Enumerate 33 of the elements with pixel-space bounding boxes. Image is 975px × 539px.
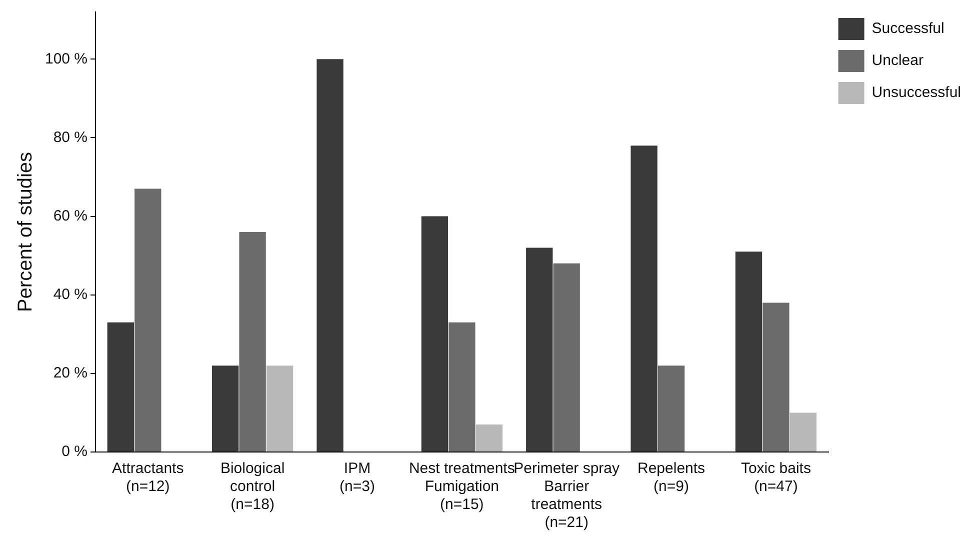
x-tick-label: Nest treatments Fumigation (n=15)	[408, 460, 515, 514]
bar	[735, 252, 762, 452]
bar	[421, 216, 448, 452]
bar	[526, 248, 553, 452]
legend-label: Successful	[872, 20, 944, 38]
bar	[658, 366, 685, 452]
y-tick-label: 40 %	[53, 286, 88, 303]
y-tick-label: 20 %	[53, 364, 88, 382]
y-tick-label: 100 %	[44, 50, 88, 68]
y-axis-title: Percent of studies	[14, 152, 37, 312]
y-tick-label: 60 %	[53, 207, 88, 224]
bar	[762, 302, 790, 452]
legend-label: Unclear	[872, 52, 924, 70]
bar	[134, 188, 162, 452]
bar	[239, 232, 266, 452]
bar	[212, 366, 239, 452]
y-tick-label: 80 %	[53, 128, 88, 146]
bar	[476, 424, 502, 452]
bar	[790, 412, 817, 452]
y-tick-label: 0 %	[62, 443, 88, 460]
x-tick-label: Repelents (n=9)	[638, 460, 706, 496]
bar	[266, 366, 294, 452]
bar	[316, 59, 344, 452]
x-tick-label: Attractants (n=12)	[112, 460, 184, 496]
x-tick-label: Toxic baits (n=47)	[740, 460, 811, 496]
legend-label: Unsuccessful	[872, 84, 961, 102]
bar	[448, 322, 476, 452]
x-tick-label: IPM (n=3)	[340, 460, 375, 496]
bar	[630, 146, 658, 452]
x-tick-label: Perimeter spray Barrier treatments (n=21)	[514, 460, 620, 532]
x-tick-label: Biological control (n=18)	[220, 460, 285, 514]
bar	[553, 263, 580, 452]
bar	[107, 322, 134, 452]
